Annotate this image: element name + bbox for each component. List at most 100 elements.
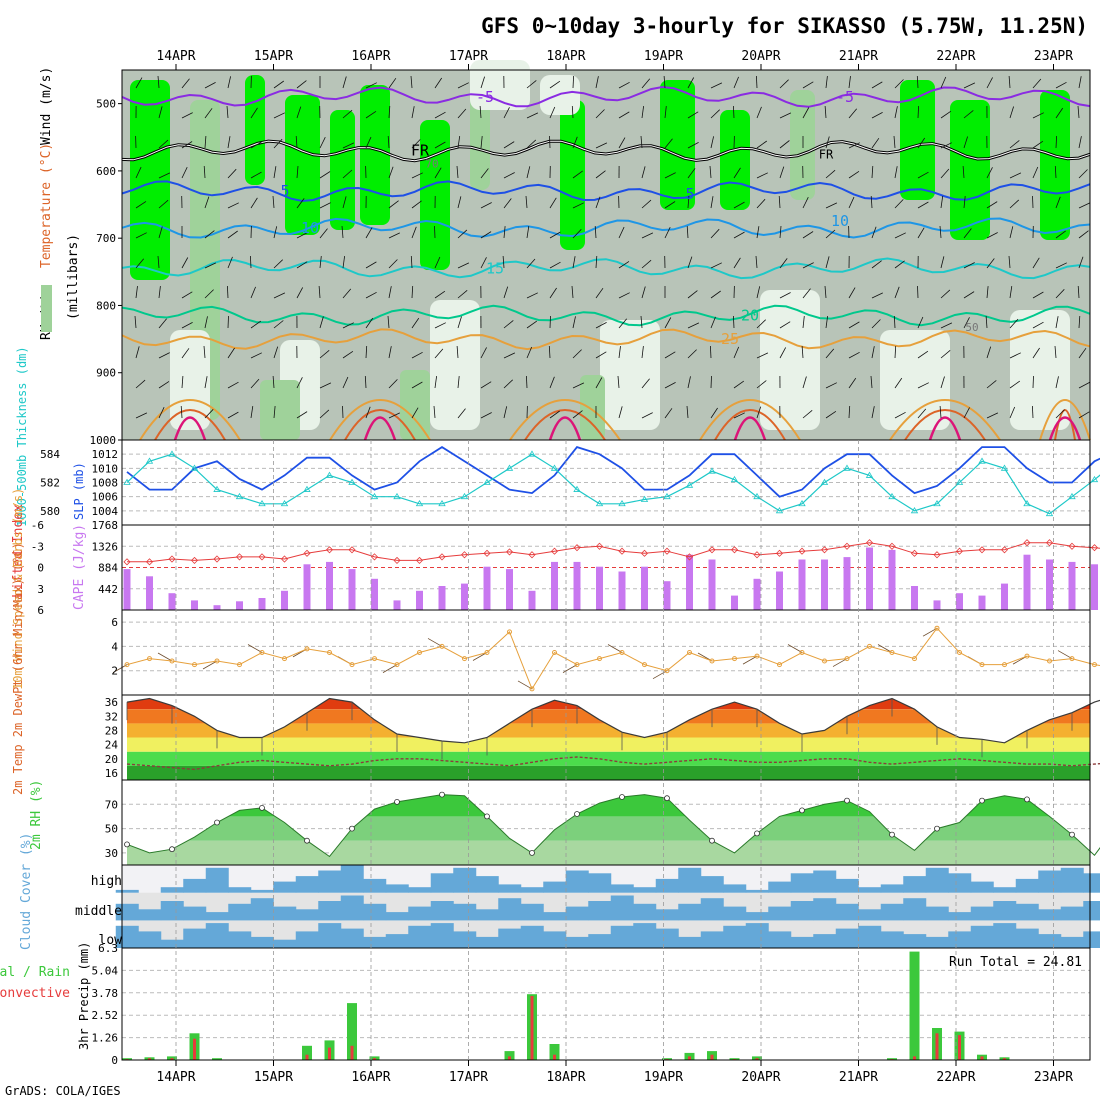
lifted-index-marker <box>573 544 581 552</box>
cloud-low-bar <box>745 923 769 948</box>
lifted-index-marker <box>865 539 874 547</box>
rh-marker <box>304 837 310 844</box>
lifted-index-marker <box>325 546 334 554</box>
precip-convective-bar <box>710 1054 714 1060</box>
wind-barb <box>618 226 625 239</box>
precip-convective-bar <box>193 1038 196 1060</box>
wind-barb <box>894 79 904 89</box>
cape-tick-label: 884 <box>98 562 118 575</box>
pressure-tick-label: 700 <box>96 232 116 245</box>
cape-ticks: -6 -3 0 3 6 442 884 1326 1768 <box>31 519 119 617</box>
wind-barb <box>273 259 283 269</box>
wind-barb <box>825 202 838 209</box>
wind-barb <box>365 317 374 329</box>
wind10m-barb <box>382 664 398 673</box>
wind-barb <box>871 81 883 89</box>
cape-bar <box>888 549 896 610</box>
wind-barb <box>296 106 302 119</box>
wind-barb <box>917 316 924 329</box>
wind-barb <box>1078 256 1084 269</box>
cloud-layer-low: low <box>99 933 123 948</box>
cloud-high-bar <box>948 873 972 893</box>
wind-barb <box>893 135 896 149</box>
wind-barb <box>940 349 951 359</box>
isotherm-warm <box>329 399 431 441</box>
wind-barb <box>503 379 513 389</box>
lifted-index-marker <box>213 555 221 563</box>
date-label-bottom: 19APR <box>644 1070 683 1085</box>
wind-barb <box>549 197 557 209</box>
isotherm-15 <box>121 257 1091 280</box>
wind-barb <box>365 345 368 359</box>
wind-barb <box>618 292 630 299</box>
rh-marker <box>214 819 220 826</box>
pressure-tick-label: 600 <box>96 165 116 178</box>
thickness-marker <box>640 495 649 502</box>
cape-bar <box>303 564 311 610</box>
wind-barb <box>480 231 492 239</box>
wind-barb <box>871 137 880 149</box>
wind-barb <box>365 261 377 269</box>
wind-barb <box>227 256 233 269</box>
wind-barb <box>641 412 653 419</box>
wind-barb <box>894 232 906 239</box>
wind-barb <box>135 77 143 89</box>
wind-barb <box>457 289 468 299</box>
wind-barb <box>779 140 790 149</box>
isotherm-hot <box>154 409 226 441</box>
wind-barb <box>457 408 466 419</box>
date-label-bottom: 17APR <box>449 1070 488 1085</box>
date-label-bottom: 23APR <box>1034 1070 1073 1085</box>
wind-barb <box>503 286 509 299</box>
wind-barb <box>319 228 328 239</box>
wind-barb <box>802 376 807 389</box>
wind-barb <box>1054 165 1057 179</box>
wind-barb <box>135 286 138 299</box>
cloud-low-bar <box>138 931 162 948</box>
wind-barb <box>618 137 626 149</box>
cloud-middle-bar <box>948 912 972 921</box>
wind-barb <box>848 377 857 389</box>
cloud-layer-middle: middle <box>75 904 122 919</box>
temperature-tick-label: 20 <box>105 753 118 766</box>
cape-li-panel: -6 -3 0 3 6 442 884 1326 1768 Lifted Index CAPE … <box>11 504 1100 617</box>
wind-barb <box>457 229 468 239</box>
wind-barb <box>1009 380 1021 389</box>
rh-tick-label: 30 <box>105 847 118 860</box>
wind-barb <box>181 322 193 329</box>
wind-barb <box>549 287 557 299</box>
wind-barb <box>457 262 470 269</box>
panel-frame <box>121 947 1091 1061</box>
cape-axis-label: CAPE (J/kg) <box>72 524 87 610</box>
li-tick-label: -6 <box>31 519 44 532</box>
isotherm-peak <box>363 416 397 441</box>
wind-barb <box>894 166 898 179</box>
lifted-index-marker <box>460 551 469 559</box>
wind-barb <box>595 170 606 179</box>
wind-barb <box>641 346 644 359</box>
wind-barb <box>1009 140 1020 149</box>
rh-marker <box>934 825 940 832</box>
wind-barb <box>342 256 345 269</box>
isotherm-warm <box>889 399 1001 441</box>
lifted-index-marker <box>910 549 919 557</box>
wind10m-barb <box>787 644 803 653</box>
run-total-label: Run Total = 24.81 <box>949 955 1082 970</box>
lifted-index-marker <box>933 551 941 559</box>
thickness-marker <box>1000 464 1009 471</box>
wind10m-barb <box>1057 650 1073 659</box>
thickness-marker <box>955 478 964 485</box>
wind-barb <box>411 172 423 179</box>
wind-barb <box>595 196 601 209</box>
rh-marker <box>439 791 445 798</box>
wind-speed-marker <box>124 662 130 668</box>
wind-barb <box>641 286 646 299</box>
wind-barb <box>181 291 193 299</box>
isotherm-warm <box>1039 399 1091 441</box>
cloud-low-bar <box>520 925 544 948</box>
lifted-index-marker <box>1090 544 1099 552</box>
rh-dry-patch <box>170 330 210 430</box>
cloud-bars <box>115 865 1100 949</box>
rh-marker <box>664 795 670 802</box>
wind-barb <box>871 165 874 179</box>
